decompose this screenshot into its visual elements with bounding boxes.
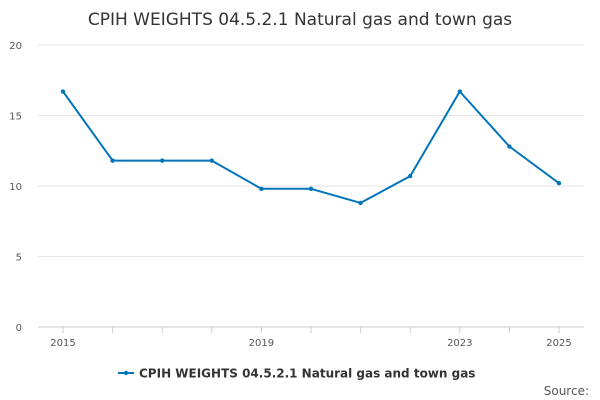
y-tick-label: 15 <box>9 112 22 123</box>
legend-point-marker <box>123 370 129 376</box>
x-tick-label: 2023 <box>447 338 472 349</box>
x-tick-label: 2025 <box>546 338 571 349</box>
x-tick-label: 2015 <box>50 338 75 349</box>
data-point[interactable] <box>556 180 562 186</box>
series-group <box>60 89 562 206</box>
y-tick-label: 5 <box>16 253 22 264</box>
y-axis-ticks: 0 5 10 15 20 <box>9 41 22 334</box>
x-tick-label: 2019 <box>249 338 274 349</box>
data-point[interactable] <box>259 186 264 192</box>
data-point[interactable] <box>507 144 512 149</box>
x-axis-ticks: 2015 2019 2023 2025 <box>50 327 572 349</box>
y-tick-label: 0 <box>16 323 22 334</box>
data-point[interactable] <box>408 173 413 179</box>
data-point[interactable] <box>209 158 214 163</box>
source-label: Source: <box>544 384 589 398</box>
data-point[interactable] <box>60 89 66 94</box>
data-point[interactable] <box>457 89 462 94</box>
legend-label: CPIH WEIGHTS 04.5.2.1 Natural gas and to… <box>139 367 475 381</box>
data-point[interactable] <box>358 200 363 206</box>
y-tick-label: 10 <box>9 182 22 193</box>
grid-lines <box>38 44 584 257</box>
data-point[interactable] <box>110 158 115 163</box>
legend[interactable]: CPIH WEIGHTS 04.5.2.1 Natural gas and to… <box>118 367 475 381</box>
data-point[interactable] <box>308 186 314 192</box>
chart-title: CPIH WEIGHTS 04.5.2.1 Natural gas and to… <box>88 10 512 30</box>
data-point[interactable] <box>160 158 165 163</box>
y-tick-label: 20 <box>9 41 22 52</box>
